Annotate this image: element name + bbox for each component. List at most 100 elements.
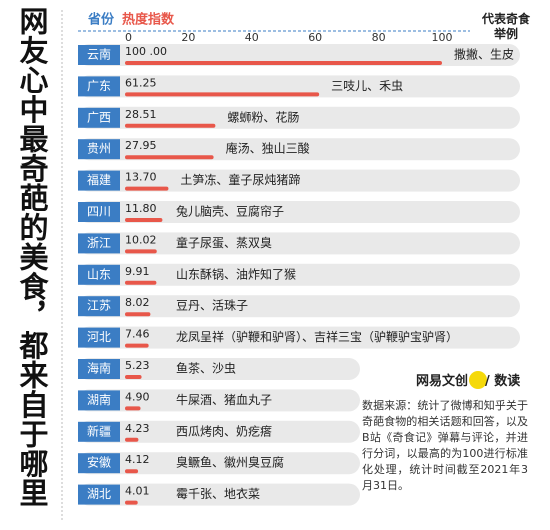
category-tag	[78, 421, 120, 442]
example-label: 鱼茶、沙虫	[176, 361, 236, 376]
value-label: 100 .00	[125, 45, 167, 58]
brand: 网易文创	[416, 374, 469, 389]
value-label: 28.51	[125, 108, 157, 121]
category-label: 福建	[87, 172, 111, 187]
row-background	[78, 483, 360, 506]
bar	[125, 123, 216, 128]
category-label: 海南	[87, 361, 111, 376]
category-label: 云南	[87, 47, 111, 62]
category-label: 广东	[87, 79, 111, 93]
bar	[125, 343, 149, 348]
example-label: 螺蛳粉、花肠	[227, 109, 299, 124]
example-label: 庵汤、独山三酸	[226, 141, 310, 156]
category-tag	[78, 359, 120, 379]
value-label: 4.01	[125, 485, 150, 498]
row-background	[78, 326, 520, 349]
category-label: 山东	[87, 267, 111, 281]
category-tag	[78, 453, 120, 474]
source-note: 数据来源：统计了微博和知乎关于奇葩食物的相关话题和回答，以及B站《奇食记》弹幕与…	[362, 399, 528, 492]
bar	[125, 249, 157, 254]
category-header: 省份	[87, 12, 115, 28]
example-label: 龙凤呈祥（驴鞭和驴肾）、吉祥三宝（驴鞭驴宝驴肾）	[176, 329, 458, 344]
category-tag	[78, 233, 120, 254]
example-label: 撒撇、生皮	[454, 47, 514, 62]
x-tick-label: 60	[308, 31, 322, 44]
category-label: 湖南	[87, 392, 111, 407]
example-label: 豆丹、活珠子	[176, 299, 248, 313]
x-tick-label: 0	[125, 31, 132, 44]
bar	[125, 375, 142, 379]
value-label: 13.70	[125, 171, 157, 184]
value-label: 10.02	[125, 233, 157, 246]
bar	[125, 155, 214, 160]
row-background	[78, 420, 360, 443]
category-label: 湖北	[87, 486, 111, 501]
value-label: 8.02	[125, 296, 150, 309]
bar	[125, 186, 169, 191]
row-background	[78, 389, 360, 412]
x-tick-label: 40	[245, 31, 259, 44]
example-label: 臭鳜鱼、徽州臭豆腐	[176, 455, 284, 470]
category-tag	[78, 170, 120, 191]
x-tick-label: 20	[181, 31, 195, 44]
example-label: 霉千张、地衣菜	[176, 486, 260, 501]
bar	[125, 469, 139, 474]
category-label: 贵州	[87, 142, 111, 156]
example-label: 山东酥锅、油炸知了猴	[176, 266, 296, 281]
category-label: 浙江	[87, 236, 111, 250]
row-background	[78, 232, 520, 255]
logo-dot	[469, 371, 487, 389]
category-tag	[78, 264, 120, 285]
category-label: 河北	[87, 330, 111, 344]
x-tick-label: 80	[372, 31, 386, 44]
bar	[125, 92, 320, 97]
row-background	[78, 169, 520, 192]
category-label: 江苏	[87, 299, 111, 313]
value-label: 4.90	[125, 390, 150, 403]
value-label: 11.80	[125, 202, 157, 215]
row-background	[78, 106, 520, 129]
bar	[125, 406, 141, 411]
category-label: 新疆	[87, 423, 111, 438]
category-tag	[78, 484, 120, 505]
row-background	[78, 201, 520, 223]
category-tag	[78, 139, 120, 160]
value-label: 61.25	[125, 76, 157, 89]
category-label: 四川	[87, 205, 111, 219]
example-label: 土笋冻、童子尿炖猪蹄	[180, 172, 300, 187]
row-background	[78, 358, 360, 380]
bar	[125, 312, 151, 317]
example-header: 代表奇食举例	[481, 12, 530, 41]
bar	[125, 61, 442, 65]
category-tag	[78, 327, 120, 348]
x-tick-label: 100	[432, 31, 453, 44]
example-label: 童子尿蛋、蒸双臭	[176, 235, 272, 250]
row-background	[78, 452, 360, 475]
row-background	[78, 44, 520, 66]
category-tag	[78, 202, 120, 222]
value-label: 4.12	[125, 453, 150, 466]
value-label: 9.91	[125, 265, 150, 278]
row-background	[78, 295, 520, 318]
bar	[125, 218, 163, 222]
brand-sub: / 数读	[485, 374, 521, 389]
value-label: 7.46	[125, 328, 150, 341]
row-background	[78, 263, 520, 286]
category-tag	[78, 107, 120, 128]
category-label: 安徽	[87, 455, 111, 470]
chart-title: 网友心中最奇葩的美食，都来自于哪里	[15, 6, 49, 508]
value-header: 热度指数	[122, 12, 175, 28]
category-label: 广西	[87, 110, 111, 124]
row-background	[78, 138, 520, 161]
example-label: 牛屎酒、猪血丸子	[176, 392, 272, 407]
example-label: 三吱儿、禾虫	[331, 79, 403, 93]
example-label: 西瓜烤肉、奶疙瘩	[176, 423, 272, 438]
value-label: 4.23	[125, 422, 150, 435]
category-tag	[78, 45, 120, 65]
bar	[125, 437, 139, 442]
row-background	[78, 75, 520, 98]
category-tag	[78, 296, 120, 317]
bar	[125, 500, 138, 505]
